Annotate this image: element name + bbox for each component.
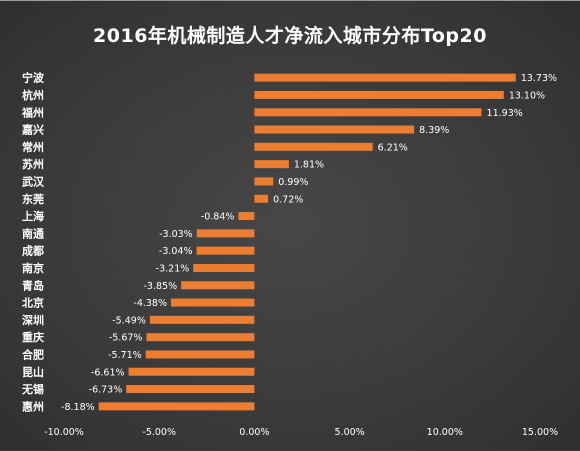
- bar: [254, 177, 274, 186]
- value-label: 0.99%: [278, 177, 308, 188]
- category-label: 青岛: [22, 278, 44, 292]
- category-label: 合肥: [22, 347, 44, 361]
- x-tick-label: 15.00%: [522, 427, 558, 438]
- category-label: 武汉: [22, 174, 45, 188]
- category-label: 苏州: [22, 157, 44, 171]
- category-label: 惠州: [22, 399, 44, 413]
- category-label: 无锡: [21, 382, 44, 396]
- category-label: 昆山: [22, 365, 44, 379]
- bars-layer: [98, 73, 516, 411]
- category-label: 上海: [22, 209, 44, 223]
- category-label: 东莞: [22, 192, 44, 206]
- value-label: -6.61%: [91, 367, 125, 378]
- value-label: -0.84%: [201, 212, 235, 223]
- category-label: 南通: [22, 226, 44, 240]
- value-label: -5.67%: [109, 333, 143, 344]
- bar: [128, 367, 255, 376]
- bar: [193, 263, 255, 272]
- bar: [196, 246, 255, 255]
- bar: [254, 160, 289, 169]
- bar: [145, 350, 255, 359]
- value-label: 13.10%: [509, 90, 545, 101]
- bar: [171, 298, 255, 307]
- value-label: -3.03%: [159, 229, 193, 240]
- value-label: -5.49%: [112, 315, 146, 326]
- bar: [254, 194, 269, 203]
- value-label: 11.93%: [487, 108, 523, 119]
- value-label: 0.72%: [273, 194, 303, 205]
- value-label: -3.21%: [156, 263, 190, 274]
- category-label: 福州: [21, 105, 44, 119]
- category-label: 成都: [22, 244, 44, 258]
- x-tick-label: 10.00%: [427, 427, 463, 438]
- value-label: -4.38%: [133, 298, 167, 309]
- category-label: 常州: [22, 140, 44, 154]
- chart-title: 2016年机械制造人才净流入城市分布Top20: [93, 25, 487, 47]
- category-label: 南京: [22, 261, 44, 275]
- category-label: 宁波: [22, 71, 45, 85]
- bar: [238, 212, 255, 221]
- bar: [98, 402, 255, 411]
- bar: [254, 108, 482, 117]
- value-label: -8.18%: [61, 402, 95, 413]
- bar: [146, 333, 255, 342]
- value-label: 6.21%: [378, 142, 408, 153]
- bar: [149, 315, 255, 324]
- bar: [254, 73, 516, 82]
- category-label: 嘉兴: [21, 123, 44, 137]
- value-label: -3.04%: [159, 246, 193, 257]
- value-label: -6.73%: [89, 385, 123, 396]
- value-label: 8.39%: [419, 125, 449, 136]
- bar: [181, 281, 255, 290]
- category-label: 深圳: [22, 313, 44, 327]
- value-label: -5.71%: [108, 350, 142, 361]
- value-label: -3.85%: [143, 281, 177, 292]
- labels-layer: 宁波 13.73% 杭州 13.10% 福州 11.93% 嘉兴 8.39% 常州 6.21% 苏州…: [21, 71, 557, 414]
- category-label: 杭州: [22, 88, 44, 102]
- bar: [196, 229, 255, 238]
- bar: [254, 125, 415, 134]
- x-axis-ticks: -10.00% -5.00% 0.00% 5.00% 10.00% 15.00%: [44, 427, 558, 438]
- x-tick-label: -5.00%: [142, 427, 176, 438]
- category-label: 北京: [22, 296, 44, 310]
- x-tick-label: 5.00%: [335, 427, 365, 438]
- bar: [254, 90, 504, 99]
- bar: [126, 385, 255, 394]
- x-tick-label: -10.00%: [44, 427, 84, 438]
- category-label: 重庆: [22, 330, 44, 344]
- value-label: 1.81%: [294, 160, 324, 171]
- bar: [254, 142, 373, 151]
- x-tick-label: 0.00%: [239, 427, 269, 438]
- value-label: 13.73%: [521, 73, 557, 84]
